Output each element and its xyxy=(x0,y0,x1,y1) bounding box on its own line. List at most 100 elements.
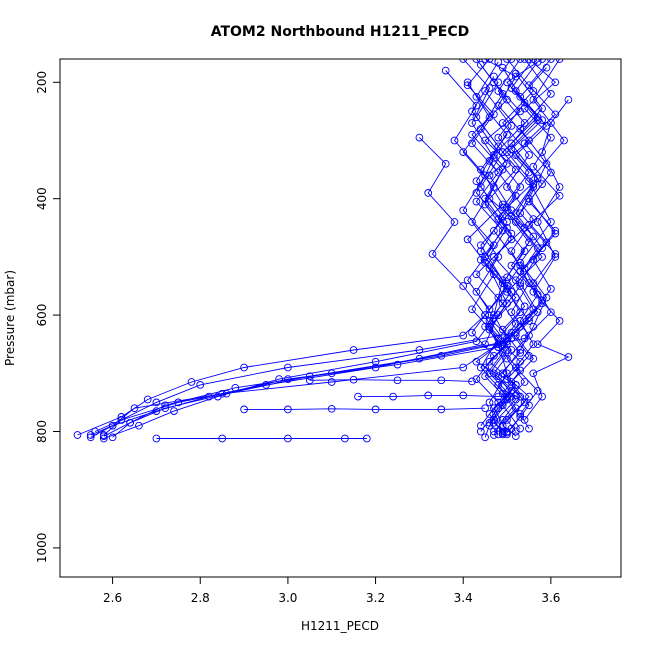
data-point xyxy=(538,244,546,253)
data-point xyxy=(481,372,489,381)
data-point xyxy=(520,398,529,407)
y-tick-label: 600 xyxy=(35,304,49,327)
data-point xyxy=(542,238,551,247)
data-point xyxy=(507,84,516,92)
data-point xyxy=(516,59,525,63)
data-point xyxy=(498,119,507,127)
series-25 xyxy=(472,78,516,438)
data-point xyxy=(468,328,476,337)
data-point xyxy=(516,209,525,218)
data-point xyxy=(428,250,437,258)
data-point xyxy=(494,78,503,87)
data-point xyxy=(494,392,503,401)
series-10 xyxy=(441,66,503,430)
data-point xyxy=(73,431,82,439)
data-point xyxy=(459,331,468,340)
series-line xyxy=(475,59,530,432)
data-point xyxy=(490,72,498,81)
data-point xyxy=(117,413,126,421)
data-point xyxy=(516,308,525,317)
data-point xyxy=(284,363,292,372)
data-point xyxy=(485,264,494,273)
data-point xyxy=(525,151,533,159)
data-point xyxy=(490,418,498,427)
data-point xyxy=(472,101,481,110)
data-point xyxy=(525,221,533,229)
data-point xyxy=(498,429,507,438)
data-point xyxy=(511,432,520,441)
series-line xyxy=(471,64,512,435)
x-axis: 2.6 2.8 3.0 3.2 3.4 3.6 xyxy=(103,577,560,605)
data-point xyxy=(511,191,520,200)
series-17 xyxy=(472,59,516,439)
data-point xyxy=(538,180,546,188)
data-point xyxy=(525,314,533,322)
data-point xyxy=(520,139,529,148)
data-point xyxy=(490,351,498,360)
data-point xyxy=(463,78,472,87)
data-point xyxy=(476,421,485,430)
data-point xyxy=(547,59,555,63)
series-line xyxy=(445,70,499,426)
data-point xyxy=(538,253,546,261)
data-point xyxy=(341,434,349,443)
data-point xyxy=(485,410,494,418)
data-point xyxy=(437,376,446,385)
y-tick-label: 1000 xyxy=(35,533,49,564)
data-point xyxy=(174,398,183,407)
data-point xyxy=(503,59,511,63)
data-point xyxy=(490,226,498,235)
data-point xyxy=(468,218,476,226)
data-point xyxy=(555,191,564,200)
series-line xyxy=(524,99,570,421)
data-point xyxy=(485,305,494,314)
data-point xyxy=(481,59,489,63)
data-point xyxy=(476,247,485,255)
data-point xyxy=(529,180,538,188)
data-point xyxy=(476,363,485,372)
data-point xyxy=(511,276,520,285)
data-point xyxy=(472,197,481,206)
data-point xyxy=(371,405,380,414)
series-29 xyxy=(305,375,476,386)
series-27 xyxy=(354,391,520,401)
data-point xyxy=(152,407,161,415)
data-point xyxy=(459,148,468,156)
data-point xyxy=(161,404,170,413)
data-point xyxy=(371,357,380,366)
series-7 xyxy=(91,59,529,436)
data-point xyxy=(525,392,533,401)
data-point xyxy=(476,427,485,436)
data-point xyxy=(362,434,371,443)
data-point xyxy=(516,366,525,375)
series-line xyxy=(103,59,556,436)
series-line xyxy=(90,59,543,436)
data-point xyxy=(450,218,459,226)
data-point xyxy=(450,136,459,145)
data-point xyxy=(485,418,494,427)
data-point xyxy=(564,353,573,361)
data-point xyxy=(529,87,538,95)
data-point xyxy=(472,177,481,186)
data-point xyxy=(222,389,231,398)
data-point xyxy=(498,63,507,72)
x-tick-label: 3.6 xyxy=(541,591,560,605)
data-point xyxy=(494,59,503,66)
data-point xyxy=(494,215,503,223)
data-point xyxy=(529,255,538,264)
data-point xyxy=(498,299,507,308)
data-point xyxy=(547,285,555,293)
data-point xyxy=(354,392,362,401)
data-point xyxy=(494,133,503,142)
data-point xyxy=(503,95,511,104)
data-point xyxy=(485,317,494,325)
data-point xyxy=(481,433,489,442)
data-point xyxy=(415,346,424,354)
series-line xyxy=(475,82,513,434)
data-point xyxy=(555,183,564,191)
data-point xyxy=(529,215,538,223)
data-point xyxy=(327,378,336,386)
data-point xyxy=(529,162,538,171)
data-point xyxy=(538,59,546,63)
data-point xyxy=(490,404,498,413)
